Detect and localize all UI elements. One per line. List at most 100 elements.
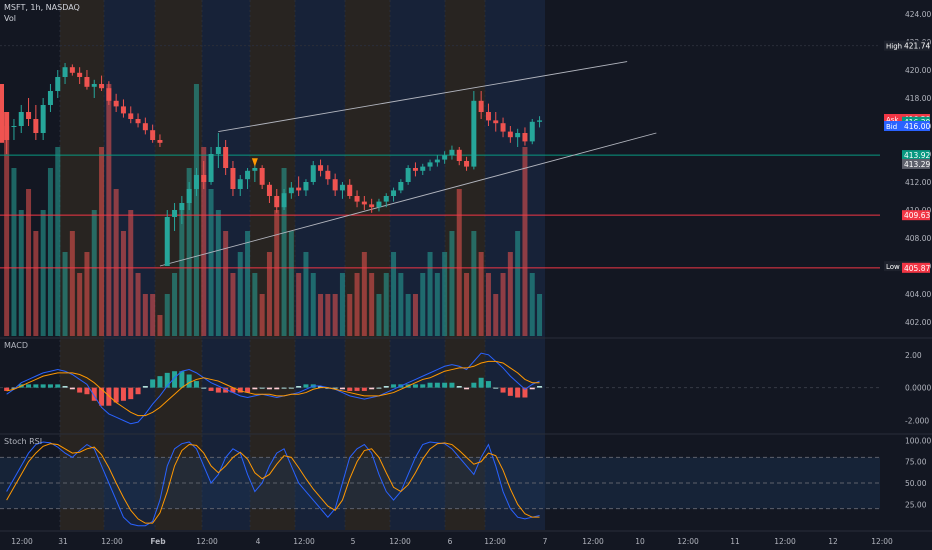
macd-histogram-bar	[33, 384, 39, 388]
macd-histogram-bar	[113, 387, 119, 403]
low-red-tag-bg	[902, 262, 930, 273]
chart-title: MSFT, 1h, NASDAQ	[4, 3, 80, 12]
volume-bar	[113, 189, 119, 336]
macd-histogram-bar	[11, 387, 17, 389]
candle	[427, 162, 433, 167]
candle	[266, 184, 272, 196]
macd-pane-title: MACD	[4, 341, 28, 350]
stoch-axis-tick: 75.00	[905, 458, 927, 467]
time-axis-tick: 12:00	[293, 537, 315, 546]
candle	[369, 204, 375, 208]
volume-bar	[259, 294, 265, 336]
volume-bar	[91, 210, 97, 336]
candle	[412, 168, 418, 171]
candle	[500, 123, 506, 132]
macd-histogram-bar	[26, 384, 32, 388]
candle	[507, 131, 513, 138]
macd-histogram-bar	[303, 384, 309, 388]
ask-price-tag-label: Ask	[886, 116, 899, 124]
macd-histogram-bar	[391, 384, 397, 388]
bid-price-tag: 416.00	[904, 122, 930, 131]
macd-histogram-bar	[99, 387, 105, 406]
bid-price-tag-label-bg	[884, 121, 902, 131]
macd-histogram-bar	[288, 387, 294, 389]
volume-bar	[332, 294, 338, 336]
candle	[223, 147, 229, 168]
candle	[33, 119, 39, 133]
candle	[361, 201, 367, 205]
volume-bar	[245, 231, 251, 336]
volume-bar	[449, 231, 455, 336]
macd-histogram-bar	[237, 387, 243, 393]
volume-bar	[99, 147, 105, 336]
macd-histogram-bar	[55, 384, 61, 388]
volume-bar	[383, 273, 389, 336]
time-axis-tick: 12	[828, 537, 838, 546]
macd-histogram-bar	[106, 387, 112, 406]
volume-bar	[142, 294, 148, 336]
volume-bar	[150, 294, 156, 336]
time-axis-tick: 12:00	[196, 537, 218, 546]
volume-bar	[120, 231, 126, 336]
time-axis-tick: 6	[448, 537, 453, 546]
candle	[325, 170, 331, 180]
candle	[245, 170, 251, 180]
stoch-axis-tick: 100.00	[905, 436, 931, 445]
volume-bar	[339, 273, 345, 336]
time-axis-tick: 12:00	[484, 537, 506, 546]
candle	[47, 91, 53, 105]
volume-bar	[296, 273, 302, 336]
volume-bar	[179, 210, 185, 336]
time-axis-tick: 12:00	[774, 537, 796, 546]
candle	[537, 120, 543, 122]
volume-bar	[537, 294, 543, 336]
stoch-k-line	[6, 441, 540, 527]
macd-histogram-bar	[434, 382, 440, 388]
time-axis-tick: 31	[58, 537, 68, 546]
volume-bar	[405, 294, 411, 336]
candle	[69, 67, 75, 73]
macd-histogram-bar	[230, 387, 236, 393]
volume-bar	[186, 168, 192, 336]
macd-histogram-bar	[208, 387, 214, 391]
session-band	[250, 0, 295, 530]
volume-bar	[522, 147, 528, 336]
low-price-tag-label: Low	[886, 263, 900, 271]
macd-histogram-bar	[522, 387, 528, 398]
ask-price-tag-label-bg	[884, 114, 902, 124]
volume-bar	[40, 210, 46, 336]
candle	[449, 149, 455, 156]
high-price-tag-bg	[902, 40, 930, 51]
candle	[296, 187, 302, 191]
macd-histogram-bar	[339, 387, 345, 390]
macd-histogram-bar	[215, 387, 221, 393]
candle	[157, 140, 163, 143]
candle	[84, 77, 90, 87]
macd-histogram-bar	[427, 382, 433, 388]
candle	[113, 100, 119, 107]
candle	[288, 187, 294, 194]
candle	[339, 184, 345, 191]
macd-histogram-bar	[478, 377, 484, 388]
macd-line	[6, 352, 540, 425]
volume-bar	[18, 210, 24, 336]
candle	[347, 184, 353, 196]
time-axis-tick: 11	[730, 537, 740, 546]
macd-histogram-bar	[150, 379, 156, 388]
support-teal-tag-bg	[902, 150, 930, 161]
volume-bar	[361, 252, 367, 336]
macd-histogram-bar	[40, 384, 46, 388]
macd-axis-tick: -2.000	[905, 417, 929, 426]
candle	[179, 203, 185, 210]
candle	[18, 112, 24, 126]
volume-bar	[157, 315, 163, 336]
macd-histogram-bar	[318, 386, 324, 388]
macd-histogram-bar	[91, 387, 97, 401]
time-axis-tick: 4	[256, 537, 261, 546]
time-axis-tick: 12:00	[582, 537, 604, 546]
volume-bar	[55, 147, 61, 336]
candle	[464, 161, 470, 167]
high-price-tag-label-bg	[884, 40, 902, 51]
candle	[62, 67, 68, 77]
